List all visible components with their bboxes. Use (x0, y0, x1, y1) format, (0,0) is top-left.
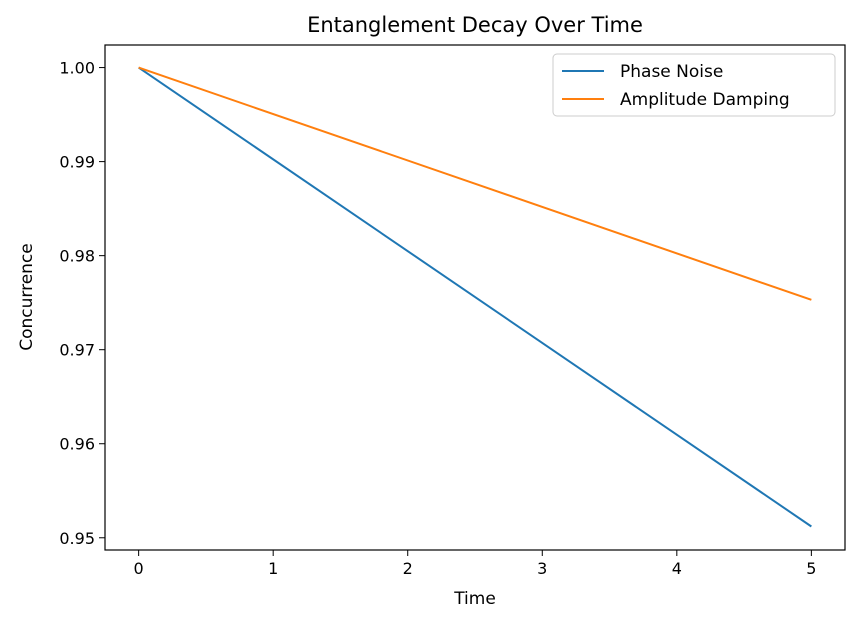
legend-box (552, 53, 836, 117)
chart-title: Entanglement Decay Over Time (307, 13, 643, 37)
x-tick-label: 0 (134, 559, 144, 578)
x-tick-label: 5 (806, 559, 816, 578)
x-tick-label: 1 (268, 559, 278, 578)
y-axis: 0.95 0.96 0.97 0.98 0.99 1.00 (59, 59, 105, 548)
x-axis: 0 1 2 3 4 5 (134, 550, 816, 578)
series-line-2 (138, 66, 812, 301)
x-tick-label: 4 (672, 559, 682, 578)
series-layer (138, 66, 812, 528)
y-tick-label: 0.97 (59, 341, 95, 360)
x-tick-label: 3 (537, 559, 547, 578)
y-tick-label: 0.95 (59, 529, 95, 548)
y-axis-label: Concurrence (17, 243, 37, 351)
legend: Phase Noise Amplitude Damping (552, 53, 836, 117)
legend-label-2: Amplitude Damping (620, 90, 790, 110)
y-tick-label: 0.98 (59, 247, 95, 266)
y-tick-label: 1.00 (59, 59, 95, 78)
y-tick-label: 0.96 (59, 435, 95, 454)
x-tick-label: 2 (403, 559, 413, 578)
plot-area (104, 44, 846, 551)
x-axis-label: Time (453, 589, 496, 609)
legend-label-1: Phase Noise (620, 62, 723, 82)
series-line-1 (138, 66, 812, 528)
y-tick-label: 0.99 (59, 153, 95, 172)
